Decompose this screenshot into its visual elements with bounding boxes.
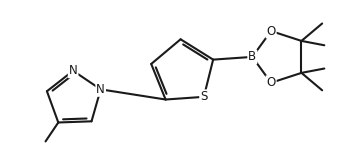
Text: N: N bbox=[69, 64, 77, 77]
Text: S: S bbox=[200, 90, 207, 103]
Text: O: O bbox=[267, 76, 276, 89]
Text: N: N bbox=[96, 83, 105, 96]
Text: B: B bbox=[248, 50, 256, 63]
Text: O: O bbox=[267, 24, 276, 38]
